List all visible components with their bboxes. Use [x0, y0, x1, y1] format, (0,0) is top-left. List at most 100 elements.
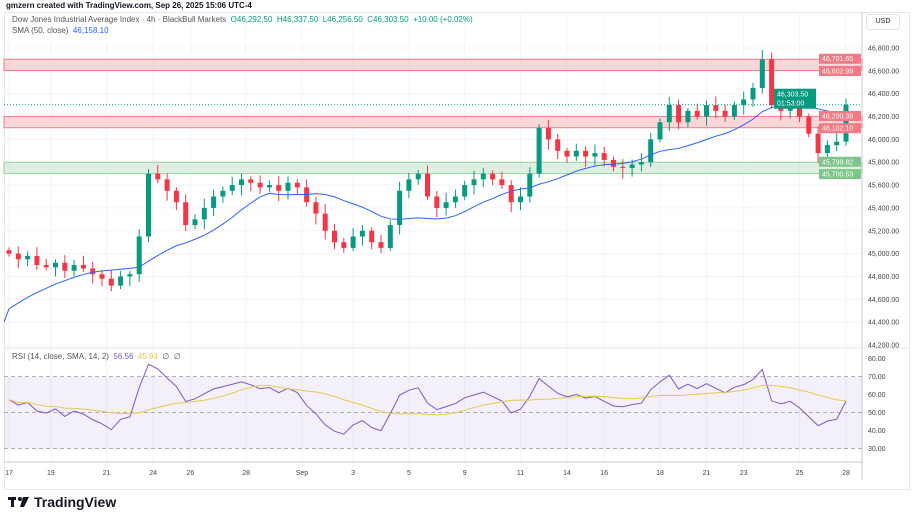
- candle-body: [769, 59, 775, 106]
- candle-body: [80, 265, 86, 269]
- candle-body: [611, 159, 616, 167]
- candle: [164, 173, 170, 201]
- candle-body: [192, 219, 198, 226]
- candle: [499, 171, 505, 189]
- candle: [173, 187, 179, 211]
- price-tick-label: 46,400.00: [868, 91, 899, 98]
- time-tick-label: 16: [600, 470, 608, 477]
- low-value: L46,256.50: [322, 15, 363, 24]
- candle: [471, 170, 477, 195]
- candle: [722, 104, 728, 122]
- candle: [425, 165, 430, 200]
- candle-body: [341, 242, 347, 248]
- candle-body: [750, 87, 756, 100]
- candle-body: [713, 105, 719, 111]
- rsi-legend: RSI (14, close, SMA, 14, 2) 56.56 45.94 …: [12, 352, 181, 361]
- badge-s1-bottom: 45,700.53: [822, 172, 853, 179]
- candle-body: [62, 262, 68, 271]
- rsi-tick-label: 40.00: [868, 428, 886, 435]
- symbol-title[interactable]: Dow Jones Industrial Average Index · 4h …: [12, 15, 227, 24]
- candle: [369, 227, 375, 250]
- candle-body: [536, 127, 542, 174]
- time-tick-label: 11: [517, 470, 524, 477]
- candle: [759, 50, 765, 94]
- candle: [676, 99, 682, 130]
- candle: [155, 164, 161, 184]
- candle: [527, 167, 533, 203]
- time-tick-label: 14: [563, 470, 571, 477]
- rsi-label[interactable]: RSI (14, close, SMA, 14, 2): [12, 352, 109, 361]
- price-tick-label: 44,200.00: [868, 343, 899, 350]
- candle: [462, 180, 468, 201]
- time-tick-label: Sep: [296, 470, 309, 477]
- rsi-sma-value: 45.94: [137, 352, 158, 361]
- candle: [341, 237, 347, 253]
- sma-value: 46,158.10: [72, 26, 109, 35]
- candle-body: [638, 162, 644, 165]
- candle-body: [601, 153, 607, 160]
- candle-body: [694, 110, 700, 117]
- candle: [508, 180, 514, 213]
- time-tick-label: 23: [740, 470, 748, 477]
- candle-body: [257, 182, 263, 188]
- candle-body: [815, 133, 821, 154]
- tradingview-logo[interactable]: TradingView: [8, 494, 116, 510]
- candle: [592, 144, 598, 165]
- candle-body: [211, 196, 217, 208]
- candle-body: [555, 139, 561, 151]
- candle: [648, 132, 654, 168]
- time-tick-label: 24: [149, 470, 157, 477]
- badge-r1-bottom: 46,602.99: [822, 69, 853, 76]
- candle: [573, 143, 579, 161]
- candle-body: [545, 127, 551, 140]
- candle: [480, 167, 486, 188]
- countdown-badge: 01:53:00: [777, 101, 804, 108]
- candle-body: [806, 116, 812, 134]
- candle-body: [406, 179, 412, 191]
- candle: [815, 126, 821, 163]
- candle-body: [564, 150, 570, 157]
- candle-body: [71, 265, 77, 271]
- candle-body: [797, 105, 802, 117]
- candle: [666, 96, 672, 132]
- candle: [518, 187, 523, 211]
- candle-body: [350, 236, 356, 248]
- candle: [15, 246, 21, 269]
- candle-body: [480, 173, 486, 180]
- badge-s1-top-bg: [819, 156, 861, 167]
- time-tick-label: 28: [242, 470, 250, 477]
- candle: [443, 192, 449, 216]
- candle-body: [99, 274, 105, 279]
- candle-body: [136, 236, 142, 275]
- candle: [108, 270, 114, 292]
- candle: [332, 223, 337, 250]
- candle: [146, 169, 151, 243]
- badge-s1-top: 45,799.82: [822, 159, 853, 166]
- price-tick-label: 45,200.00: [868, 228, 899, 235]
- candle: [80, 255, 86, 272]
- candle: [555, 133, 561, 160]
- candle: [564, 147, 570, 163]
- candle-body: [592, 153, 598, 157]
- candle-body: [43, 265, 49, 268]
- candle: [583, 146, 589, 167]
- candle-body: [759, 59, 765, 88]
- candle: [452, 189, 458, 208]
- candle-body: [648, 139, 654, 163]
- candle-body: [704, 105, 709, 117]
- time-tick-label: 3: [351, 470, 355, 477]
- sma-label[interactable]: SMA (50, close): [12, 26, 69, 35]
- currency-button[interactable]: USD: [866, 14, 900, 30]
- candle-body: [25, 255, 31, 260]
- candle: [118, 270, 124, 290]
- candle-body: [387, 225, 393, 248]
- badge-r1-bottom-bg: [819, 66, 861, 77]
- candle: [183, 194, 189, 231]
- candle: [545, 119, 551, 150]
- price-tick-label: 45,000.00: [868, 251, 899, 258]
- price-tick-label: 46,800.00: [868, 46, 899, 53]
- time-tick-label: 21: [703, 470, 711, 477]
- candle-body: [201, 207, 207, 220]
- candle-body: [452, 196, 458, 203]
